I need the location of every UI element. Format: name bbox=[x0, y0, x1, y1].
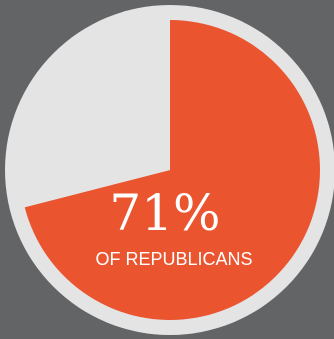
percent-label: 71% bbox=[109, 184, 220, 242]
subtitle-label: OF REPUBLICANS bbox=[95, 249, 252, 269]
pie-slice-republicans bbox=[24, 20, 320, 320]
pie-slice-remainder bbox=[19, 20, 170, 208]
pie-slices bbox=[19, 20, 320, 320]
